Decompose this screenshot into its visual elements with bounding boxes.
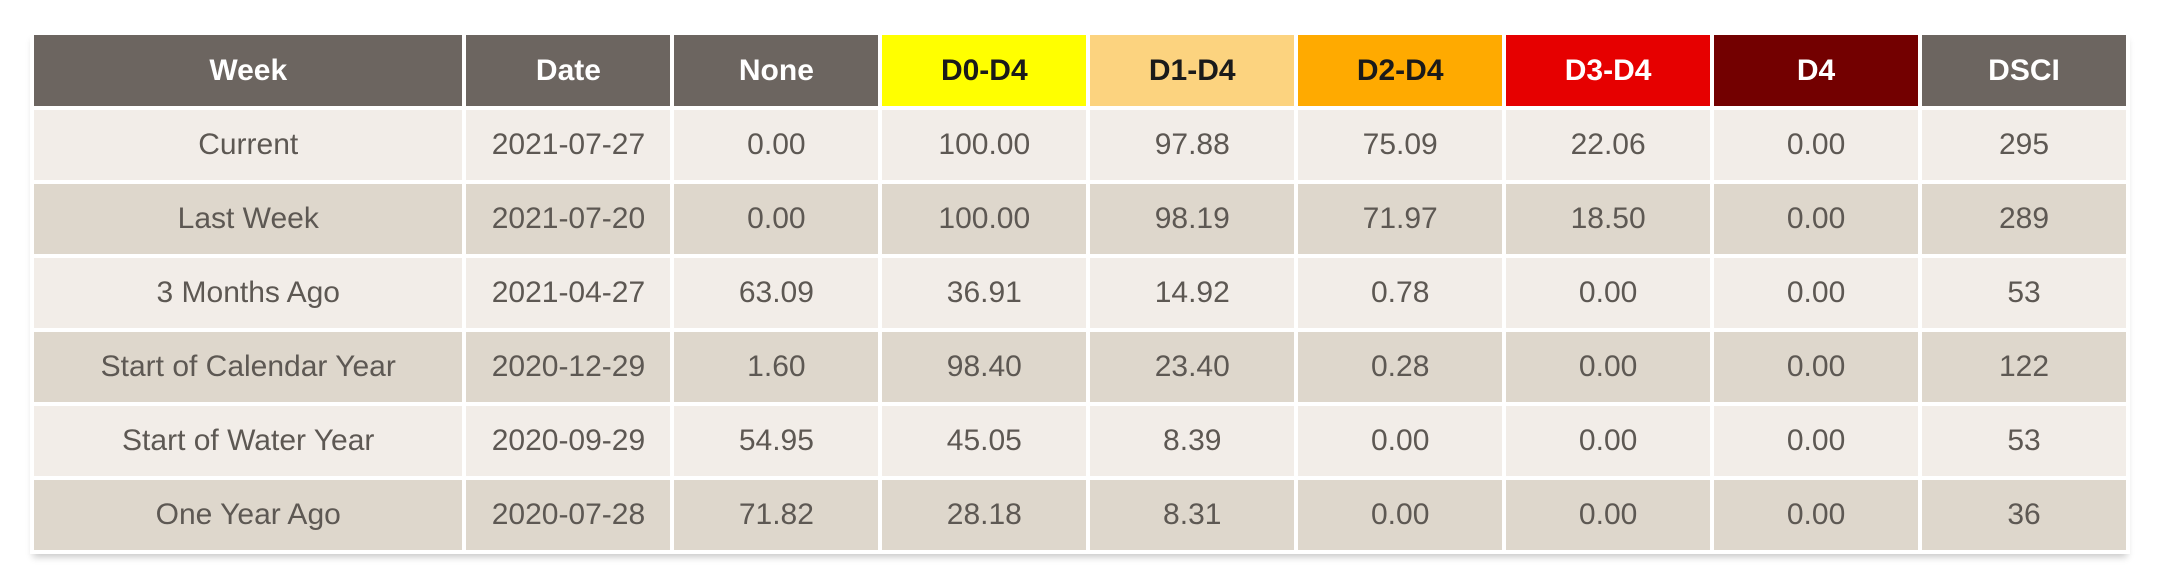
cell-week: Start of Water Year xyxy=(34,406,463,476)
cell-d2_d4: 0.28 xyxy=(1298,332,1503,402)
cell-d0_d4: 100.00 xyxy=(882,184,1087,254)
column-header-date: Date xyxy=(466,35,671,106)
cell-d4: 0.00 xyxy=(1714,406,1919,476)
cell-week: 3 Months Ago xyxy=(34,258,463,328)
cell-d3_d4: 18.50 xyxy=(1506,184,1711,254)
table-row: 3 Months Ago 2021-04-27 63.09 36.91 14.92 0.7… xyxy=(34,258,2126,328)
cell-d2_d4: 0.00 xyxy=(1298,406,1503,476)
cell-d4: 0.00 xyxy=(1714,258,1919,328)
date-link[interactable]: 2020-07-28 xyxy=(466,480,671,550)
cell-d1_d4: 23.40 xyxy=(1090,332,1295,402)
table-row: One Year Ago 2020-07-28 71.82 28.18 8.31 0.00… xyxy=(34,480,2126,550)
cell-week: Last Week xyxy=(34,184,463,254)
cell-d0_d4: 28.18 xyxy=(882,480,1087,550)
date-link[interactable]: 2020-12-29 xyxy=(466,332,671,402)
cell-dsci: 295 xyxy=(1922,110,2126,180)
column-header-none: None xyxy=(674,35,879,106)
table-header: Week Date None D0-D4 D1-D4 D2-D4 D3-D4 D4 DSCI xyxy=(34,35,2126,106)
cell-dsci: 289 xyxy=(1922,184,2126,254)
cell-d0_d4: 45.05 xyxy=(882,406,1087,476)
cell-none: 54.95 xyxy=(674,406,879,476)
table-row: Start of Calendar Year 2020-12-29 1.60 98.4… xyxy=(34,332,2126,402)
column-header-d4: D4 xyxy=(1714,35,1919,106)
cell-d0_d4: 100.00 xyxy=(882,110,1087,180)
cell-d3_d4: 0.00 xyxy=(1506,258,1711,328)
cell-d3_d4: 22.06 xyxy=(1506,110,1711,180)
date-link[interactable]: 2021-07-27 xyxy=(466,110,671,180)
cell-none: 71.82 xyxy=(674,480,879,550)
cell-week: Current xyxy=(34,110,463,180)
cell-none: 0.00 xyxy=(674,184,879,254)
cell-none: 0.00 xyxy=(674,110,879,180)
cell-d3_d4: 0.00 xyxy=(1506,406,1711,476)
cell-dsci: 36 xyxy=(1922,480,2126,550)
cell-d0_d4: 36.91 xyxy=(882,258,1087,328)
table-body: Current 2021-07-27 0.00 100.00 97.88 75.09 22.… xyxy=(34,110,2126,550)
cell-d4: 0.00 xyxy=(1714,110,1919,180)
cell-d1_d4: 8.39 xyxy=(1090,406,1295,476)
drought-summary-section: Week Date None D0-D4 D1-D4 D2-D4 D3-D4 D4 DSCI C… xyxy=(30,31,2130,554)
cell-d3_d4: 0.00 xyxy=(1506,480,1711,550)
cell-d1_d4: 14.92 xyxy=(1090,258,1295,328)
header-row: Week Date None D0-D4 D1-D4 D2-D4 D3-D4 D4 DSCI xyxy=(34,35,2126,106)
cell-d3_d4: 0.00 xyxy=(1506,332,1711,402)
cell-week: Start of Calendar Year xyxy=(34,332,463,402)
cell-d1_d4: 8.31 xyxy=(1090,480,1295,550)
cell-none: 1.60 xyxy=(674,332,879,402)
cell-d1_d4: 97.88 xyxy=(1090,110,1295,180)
date-link[interactable]: 2020-09-29 xyxy=(466,406,671,476)
column-header-d0_d4: D0-D4 xyxy=(882,35,1087,106)
column-header-dsci: DSCI xyxy=(1922,35,2126,106)
date-link[interactable]: 2021-04-27 xyxy=(466,258,671,328)
column-header-week: Week xyxy=(34,35,463,106)
cell-d4: 0.00 xyxy=(1714,184,1919,254)
cell-d4: 0.00 xyxy=(1714,332,1919,402)
column-header-d1_d4: D1-D4 xyxy=(1090,35,1295,106)
cell-d1_d4: 98.19 xyxy=(1090,184,1295,254)
cell-d2_d4: 75.09 xyxy=(1298,110,1503,180)
table-row: Current 2021-07-27 0.00 100.00 97.88 75.09 22.… xyxy=(34,110,2126,180)
column-header-d2_d4: D2-D4 xyxy=(1298,35,1503,106)
cell-d2_d4: 0.78 xyxy=(1298,258,1503,328)
cell-d4: 0.00 xyxy=(1714,480,1919,550)
cell-dsci: 53 xyxy=(1922,406,2126,476)
column-header-d3_d4: D3-D4 xyxy=(1506,35,1711,106)
cell-d2_d4: 0.00 xyxy=(1298,480,1503,550)
table-row: Start of Water Year 2020-09-29 54.95 45.05 8… xyxy=(34,406,2126,476)
drought-summary-table: Week Date None D0-D4 D1-D4 D2-D4 D3-D4 D4 DSCI C… xyxy=(30,31,2130,554)
table-row: Last Week 2021-07-20 0.00 100.00 98.19 71.97 1… xyxy=(34,184,2126,254)
cell-none: 63.09 xyxy=(674,258,879,328)
cell-dsci: 53 xyxy=(1922,258,2126,328)
cell-dsci: 122 xyxy=(1922,332,2126,402)
cell-d2_d4: 71.97 xyxy=(1298,184,1503,254)
date-link[interactable]: 2021-07-20 xyxy=(466,184,671,254)
cell-d0_d4: 98.40 xyxy=(882,332,1087,402)
cell-week: One Year Ago xyxy=(34,480,463,550)
